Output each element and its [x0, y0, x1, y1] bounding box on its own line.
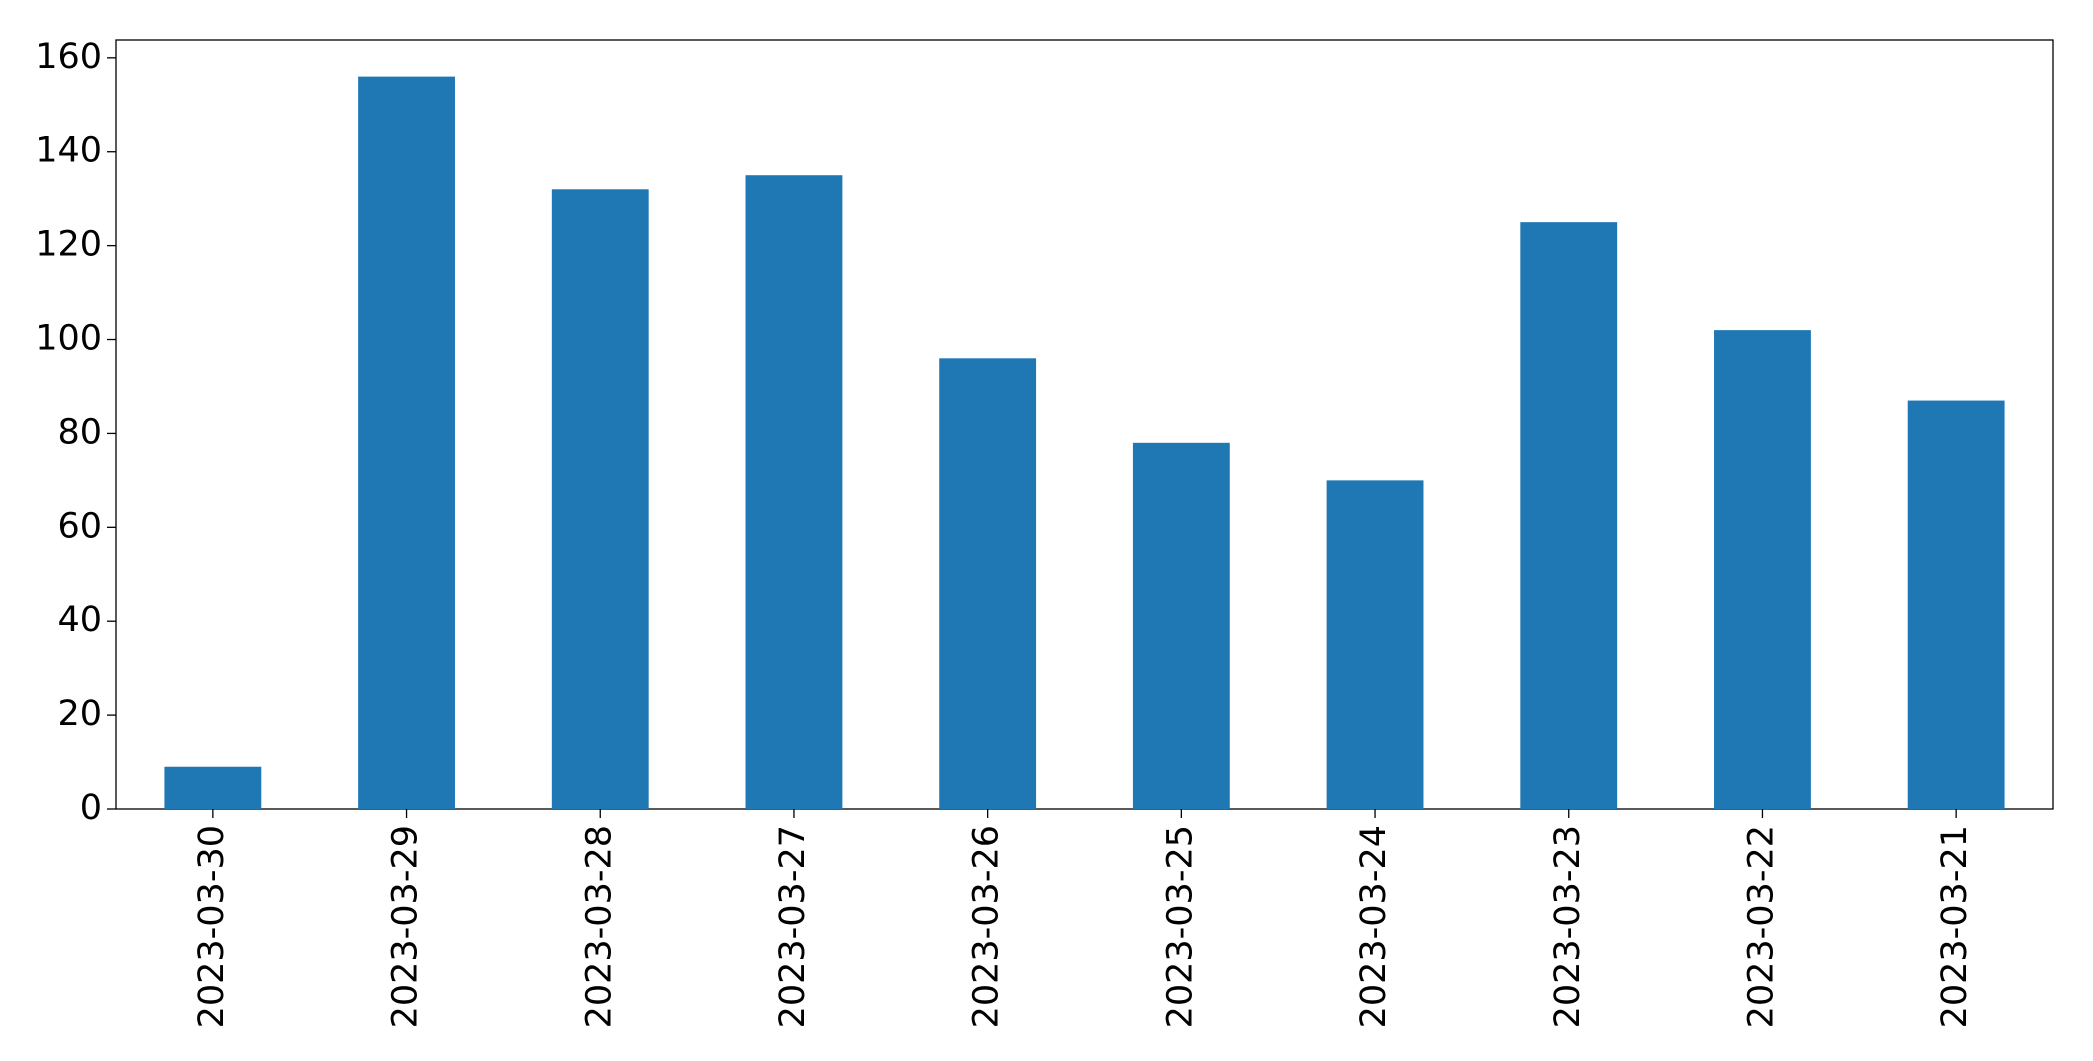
x-tick-label: 2023-03-28: [579, 825, 619, 1028]
bar: [1714, 330, 1811, 809]
x-tick-label: 2023-03-23: [1548, 825, 1588, 1028]
x-tick-label: 2023-03-24: [1354, 825, 1394, 1028]
bar: [939, 358, 1037, 809]
x-tick-label: 2023-03-25: [1160, 825, 1200, 1028]
bar: [164, 766, 262, 809]
bar: [551, 189, 649, 810]
y-tick-label: 100: [35, 319, 102, 359]
x-tick-label: 2023-03-26: [967, 825, 1007, 1028]
bar: [1907, 400, 2005, 809]
x-tick-label: 2023-03-30: [192, 825, 232, 1028]
bar: [358, 76, 455, 810]
y-tick-label: 140: [35, 131, 102, 171]
y-tick-label: 0: [80, 788, 102, 828]
y-tick-label: 20: [57, 694, 102, 734]
x-tick-label: 2023-03-21: [1935, 825, 1975, 1028]
x-tick-label: 2023-03-22: [1741, 825, 1781, 1028]
y-tick-label: 40: [57, 600, 102, 640]
y-tick-label: 160: [35, 37, 102, 77]
y-tick-label: 120: [35, 225, 102, 265]
bar: [1132, 442, 1230, 809]
y-tick-label: 80: [57, 412, 102, 452]
bar: [1326, 480, 1424, 809]
bar: [745, 175, 843, 809]
y-tick-label: 60: [57, 506, 102, 546]
plot-frame: [115, 39, 2054, 810]
bar: [1520, 222, 1618, 810]
x-tick-label: 2023-03-29: [386, 825, 426, 1028]
x-tick-label: 2023-03-27: [773, 825, 813, 1028]
